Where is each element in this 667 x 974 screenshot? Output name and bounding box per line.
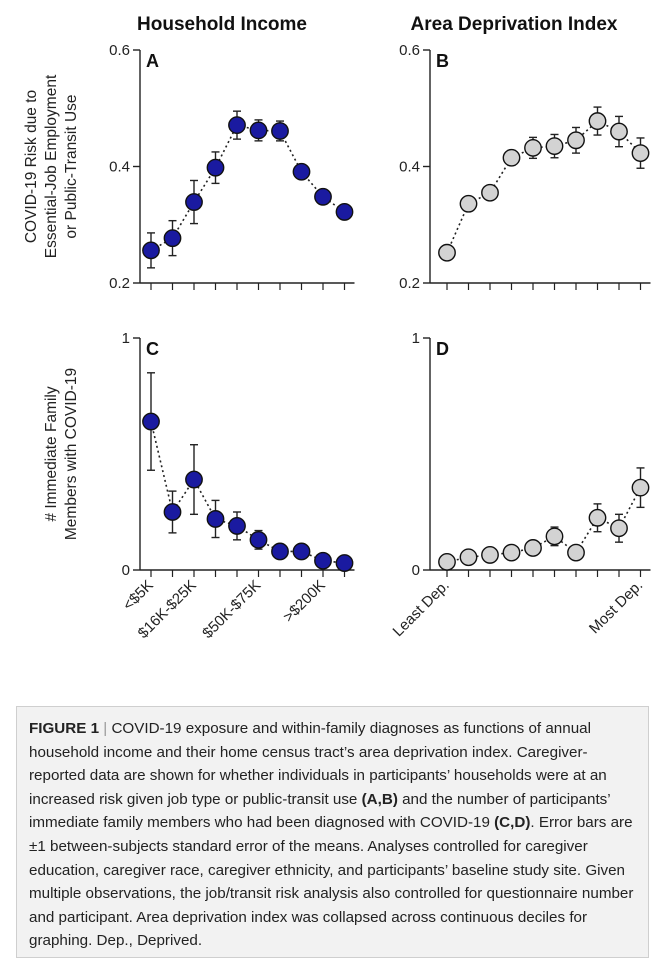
panel-b-data-point: [610, 122, 628, 141]
panel-a-data-point: [335, 203, 354, 221]
panel-c-data-point: [185, 470, 203, 489]
caption-figure-label: FIGURE 1: [29, 720, 100, 737]
panel-a-data-point: [314, 187, 332, 206]
caption-text-3: . Error bars are ±1 between-subjects sta…: [29, 814, 634, 950]
panel-c-y-label-line: # Immediate Family: [43, 386, 60, 521]
panel-d-data-point: [567, 543, 585, 562]
panel-b-data-point: [545, 137, 564, 156]
panel-a-data-point: [163, 229, 182, 248]
caption-ref-cd: (C,D): [494, 814, 531, 832]
panel-c-x-tick-label: $50K-$75K: [199, 577, 264, 642]
panel-a-connector-line: [150, 124, 345, 252]
panel-d-connector-line: [446, 487, 642, 563]
panel-a-data-point: [142, 241, 160, 260]
panel-c-data-point: [163, 503, 182, 521]
panel-d-letter: D: [436, 339, 449, 359]
caption-text-2: and the number of participants’ immediat…: [29, 790, 611, 832]
panel-a-y-label-line: COVID-19 Risk due to: [23, 90, 40, 243]
panel-b-title: Area Deprivation Index: [411, 14, 618, 35]
panel-a-data-point: [228, 116, 246, 135]
panel-b-data-point: [459, 194, 478, 213]
panel-b-data-point: [524, 138, 542, 157]
panel-a-data-point: [206, 158, 225, 177]
panel-c-data-point: [292, 542, 311, 561]
panel-c-x-tick-label: >$200K: [280, 577, 329, 626]
panel-d-data-point: [438, 552, 456, 571]
panel-b-y-tick-label: 0.6: [399, 42, 420, 59]
panel-d-data-point: [588, 508, 607, 527]
panel-a-y-label-line: or Public-Transit Use: [63, 94, 80, 238]
panel-c-y-label-line: Members with COVID-19: [63, 368, 80, 540]
panel-c-data-point: [206, 510, 225, 528]
panel-c-y-tick-label: 1: [122, 330, 130, 347]
panel-b: Area Deprivation Index B 0.2 0.4 0.6: [399, 14, 651, 292]
panel-b-y-tick-label: 0.4: [399, 159, 420, 176]
panel-b-data-point: [502, 148, 521, 167]
panel-a-title: Household Income: [137, 14, 307, 35]
panel-d-data-point: [631, 478, 650, 497]
panel-c-data-point: [142, 412, 160, 431]
panel-b-data-point: [438, 243, 456, 262]
panel-a-y-tick-label: 0.6: [109, 42, 130, 59]
panel-d-data-point: [502, 543, 521, 562]
panel-d-y-tick-label: 0: [412, 562, 420, 579]
panel-a-letter: A: [146, 51, 159, 71]
panel-c-data-point: [228, 517, 246, 535]
panel-b-data-point: [481, 183, 499, 202]
panel-a-data-point: [185, 193, 203, 211]
panel-a-y-tick-label: 0.2: [109, 275, 130, 292]
panel-d-data-point: [610, 519, 628, 538]
panel-d: D 0 1 Least Dep. Most Dep.: [390, 330, 651, 640]
caption-text-1: COVID-19 exposure and within-family diag…: [29, 720, 607, 808]
panel-d-y-tick-label: 1: [412, 330, 420, 347]
caption-ref-ab: (A,B): [361, 790, 398, 808]
panel-b-data-point: [567, 131, 585, 150]
panel-d-data-point: [524, 539, 542, 557]
panel-a: Household Income A 0.2 0.4 0.6 COVID-19 Risk …: [23, 14, 355, 292]
figure-caption: FIGURE 1 | COVID-19 exposure and within-…: [16, 706, 649, 958]
panel-d-x-tick-label: Most Dep.: [586, 577, 646, 637]
panel-a-y-tick-label: 0.4: [109, 159, 130, 176]
panel-b-connector-line: [446, 120, 642, 254]
caption-separator: |: [103, 720, 108, 737]
panel-d-x-tick-label: Least Dep.: [390, 577, 453, 640]
panel-c-y-tick-label: 0: [122, 562, 130, 579]
panel-b-y-tick-label: 0.2: [399, 275, 420, 292]
panel-c-letter: C: [146, 339, 159, 359]
figure-1: Household Income A 0.2 0.4 0.6 COVID-19 Risk …: [23, 14, 651, 642]
panel-a-data-point: [292, 162, 311, 181]
panel-b-data-point: [588, 112, 607, 130]
panel-d-data-point: [481, 546, 499, 564]
panel-b-letter: B: [436, 51, 449, 71]
panel-c-data-point: [314, 551, 332, 570]
panel-c: C 0 1 # Immediate Family Members with COVID-…: [43, 330, 355, 642]
panel-a-data-point: [271, 122, 289, 140]
panel-c-connector-line: [150, 421, 345, 564]
panel-c-data-point: [249, 530, 268, 549]
panel-b-data-point: [631, 144, 650, 163]
panel-d-data-point: [459, 548, 478, 567]
panel-a-data-point: [249, 121, 268, 140]
panel-d-data-point: [545, 527, 564, 546]
panel-c-x-tick-label: <$5K: [120, 577, 157, 614]
panel-c-data-point: [271, 542, 289, 561]
panel-a-y-label-line: Essential-Job Employment: [43, 74, 60, 258]
panel-c-data-point: [335, 554, 354, 572]
